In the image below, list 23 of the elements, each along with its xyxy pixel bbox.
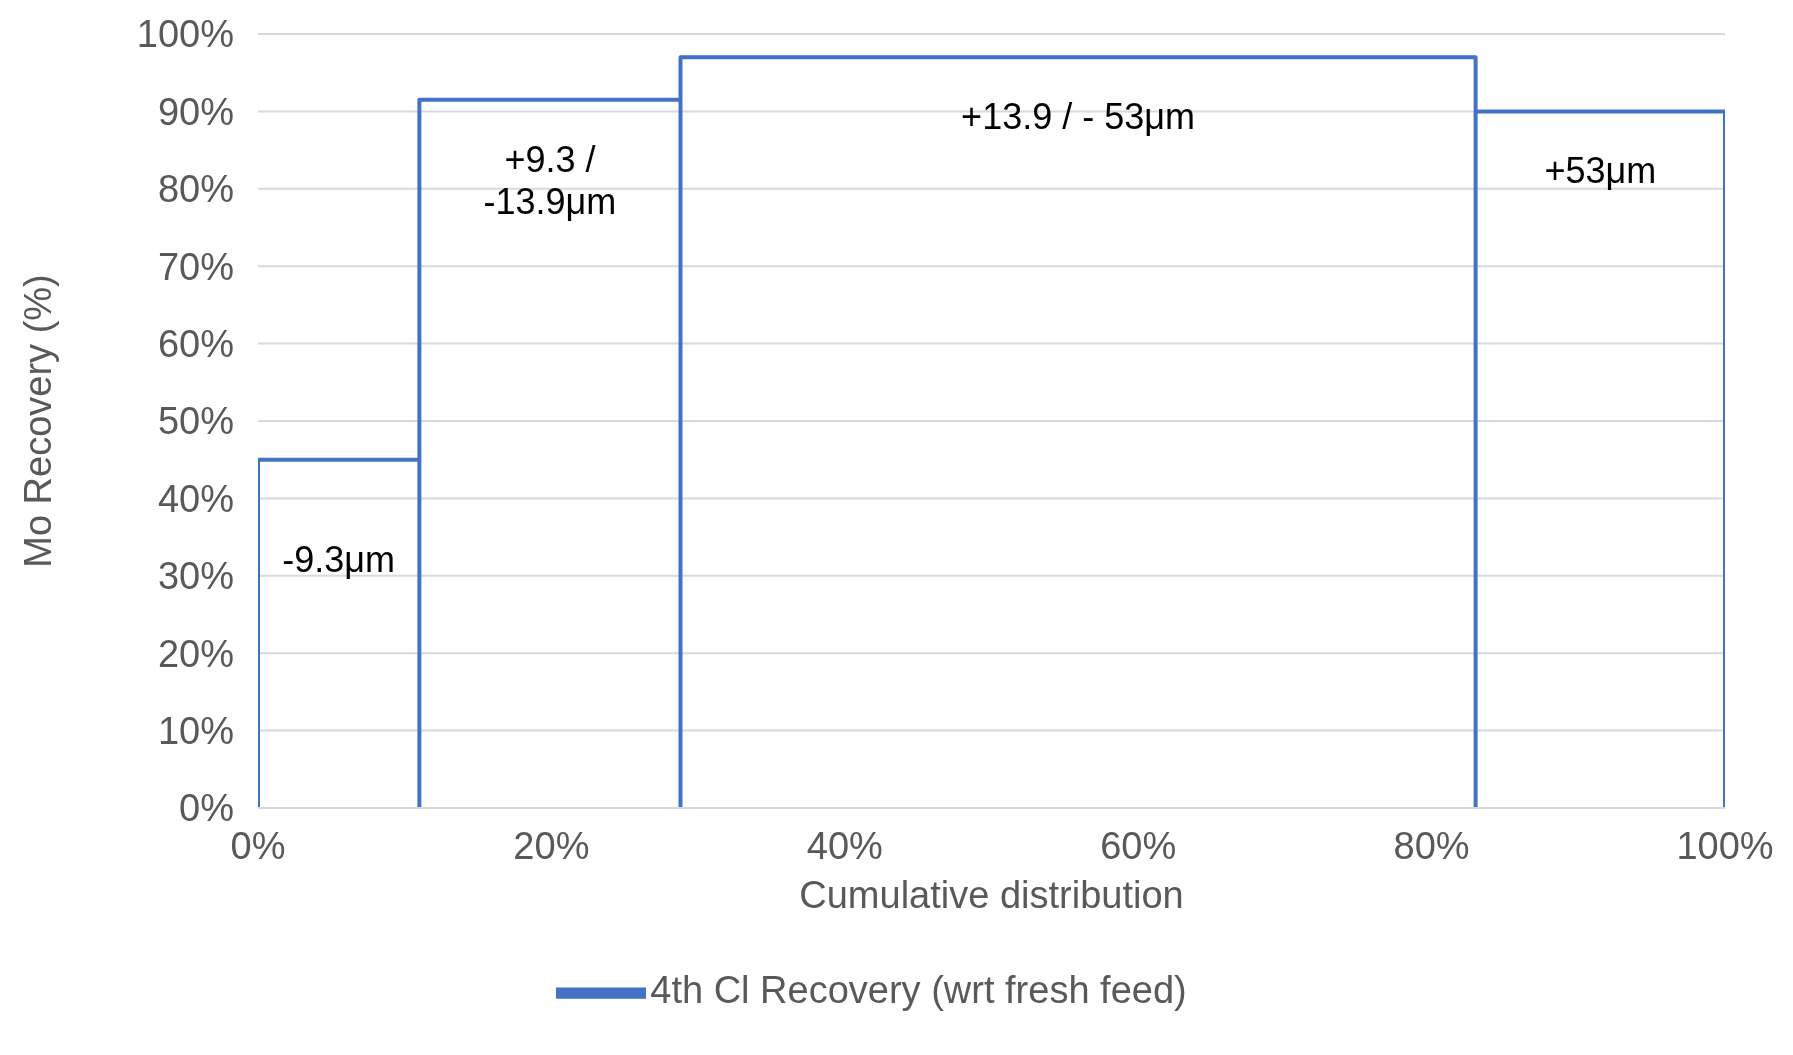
y-tick-label: 70%: [157, 245, 234, 288]
y-tick-label: 10%: [157, 710, 234, 753]
y-axis-title: Mo Recovery (%): [17, 274, 60, 568]
y-tick-label: 40%: [157, 477, 234, 520]
y-tick-label: 80%: [157, 168, 234, 211]
y-tick-label: 20%: [157, 632, 234, 675]
x-tick-label: 40%: [806, 824, 883, 867]
annotation: +53μm: [1544, 150, 1657, 192]
y-tick-label: 50%: [157, 400, 234, 443]
x-tick-label: 20%: [513, 824, 590, 867]
x-tick-label: 60%: [1100, 824, 1177, 867]
y-tick-label: 60%: [157, 323, 234, 366]
x-tick-label: 80%: [1393, 824, 1470, 867]
annotation: +13.9 / - 53μm: [961, 96, 1195, 138]
x-tick-label: 100%: [1676, 824, 1774, 867]
line-series: [258, 55, 1725, 808]
y-tick-label: 30%: [157, 555, 234, 598]
x-axis-title: Cumulative distribution: [799, 874, 1184, 916]
annotation: +9.3 / -13.9μm: [483, 138, 617, 222]
legend-label: 4th Cl Recovery (wrt fresh feed): [650, 969, 1187, 1012]
y-tick-label: 90%: [157, 90, 234, 133]
annotation: -9.3μm: [282, 538, 396, 580]
y-tick-label: 100%: [136, 13, 234, 56]
